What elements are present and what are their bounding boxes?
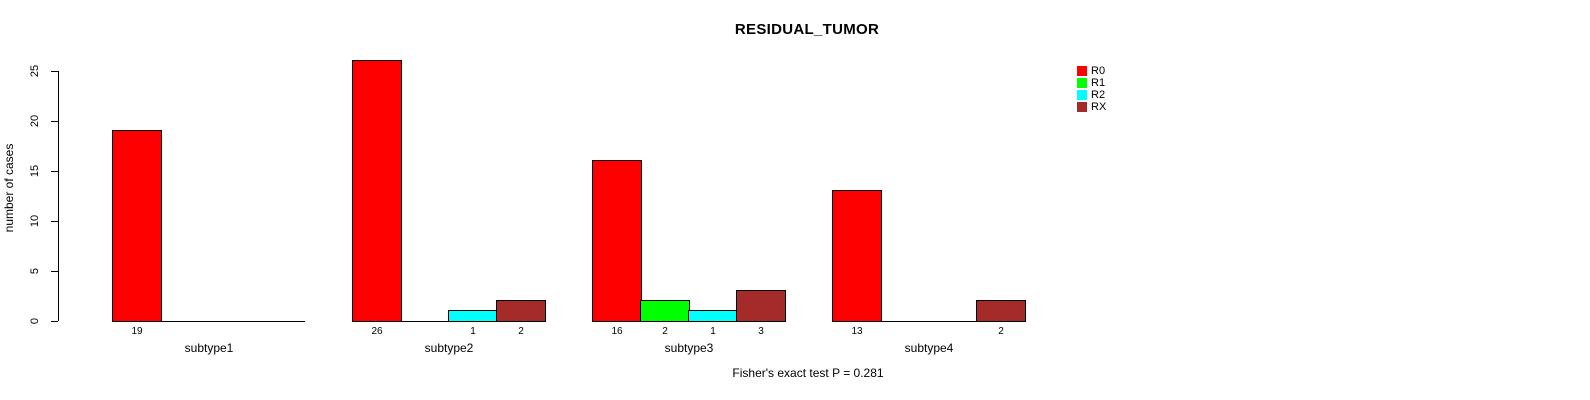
legend-label-R2: R2: [1091, 89, 1106, 101]
x-axis-category-label: subtype4: [904, 341, 954, 355]
bar-value-label: 1: [470, 326, 476, 337]
y-axis-tick-label: 10: [29, 214, 41, 228]
x-axis-category-label: subtype2: [424, 341, 474, 355]
bar-RX-subtype2: [496, 300, 546, 322]
y-axis-tick: [51, 321, 58, 322]
bar-R0-subtype3: [592, 160, 642, 322]
y-axis-tick-label: 5: [29, 267, 41, 275]
legend-label-R0: R0: [1091, 65, 1106, 77]
bar-value-label: 2: [998, 326, 1004, 337]
legend-label-R1: R1: [1091, 77, 1106, 89]
x-axis-segment: [833, 321, 1025, 322]
y-axis-tick: [51, 71, 58, 72]
bar-value-label: 13: [851, 326, 863, 337]
bar-R0-subtype1: [112, 130, 162, 322]
bar-value-label: 19: [131, 326, 143, 337]
bar-R2-subtype2: [448, 310, 498, 322]
y-axis-tick: [51, 221, 58, 222]
x-axis-segment: [113, 321, 305, 322]
y-axis-tick-label: 0: [29, 317, 41, 325]
bar-value-label: 3: [758, 326, 764, 337]
y-axis-tick-label: 15: [29, 164, 41, 178]
bar-RX-subtype4: [976, 300, 1026, 322]
x-axis-category-label: subtype3: [664, 341, 714, 355]
bar-R2-subtype3: [688, 310, 738, 322]
bar-R0-subtype4: [832, 190, 882, 322]
legend-swatch-R1: [1077, 78, 1087, 88]
legend-swatch-RX: [1077, 102, 1087, 112]
fisher-test-annotation: Fisher's exact test P = 0.281: [732, 366, 884, 380]
bar-value-label: 16: [611, 326, 623, 337]
chart-title: RESIDUAL_TUMOR: [734, 21, 880, 38]
y-axis-tick-label: 20: [29, 114, 41, 128]
x-axis-category-label: subtype1: [184, 341, 234, 355]
y-axis-line: [58, 71, 59, 321]
bar-value-label: 2: [662, 326, 668, 337]
legend-label-RX: RX: [1091, 101, 1107, 113]
legend-swatch-R2: [1077, 90, 1087, 100]
bar-value-label: 1: [710, 326, 716, 337]
bar-value-label: 2: [518, 326, 524, 337]
y-axis-tick: [51, 121, 58, 122]
legend-swatch-R0: [1077, 66, 1087, 76]
bar-RX-subtype3: [736, 290, 786, 322]
y-axis-tick: [51, 171, 58, 172]
bar-value-label: 26: [371, 326, 383, 337]
y-axis-tick: [51, 271, 58, 272]
y-axis-tick-label: 25: [29, 64, 41, 78]
bar-R1-subtype3: [640, 300, 690, 322]
bar-R0-subtype2: [352, 60, 402, 322]
